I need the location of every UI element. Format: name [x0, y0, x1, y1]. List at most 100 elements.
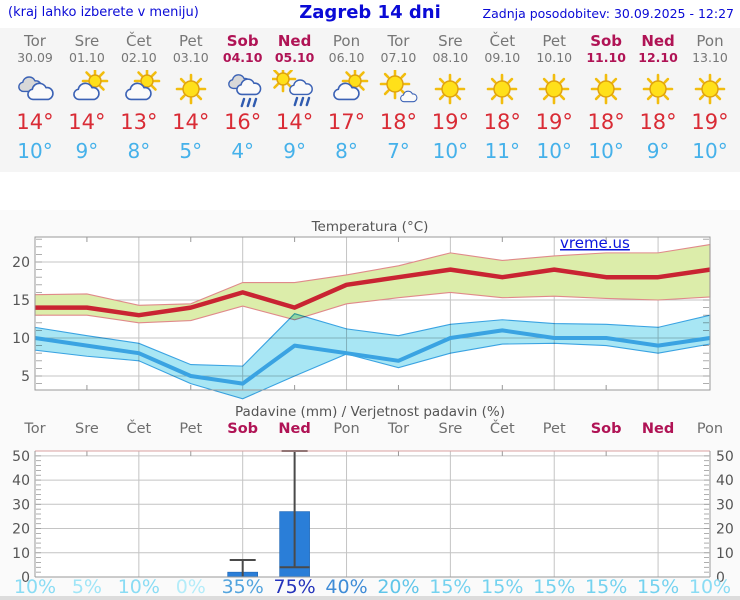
day-date: 06.10 [328, 50, 365, 65]
min-temperature: 7° [387, 139, 410, 163]
precipitation-chart: 0 0 10 10 20 20 30 30 40 40 50 50 [12, 449, 734, 586]
day-column[interactable]: Sob 04.10 16° 4° [217, 28, 269, 172]
day-name: Tor [387, 32, 410, 50]
precip-day-label: Sre [75, 421, 99, 437]
precip-y-tick-left: 0 [21, 570, 30, 586]
weather-icon-sunny [583, 70, 629, 108]
last-updated: Zadnja posodobitev: 30.09.2025 - 12:27 [482, 6, 734, 21]
weather-icon-sunny [168, 70, 214, 108]
location-menu-hint: (kraj lahko izberete v meniju) [8, 5, 199, 20]
forecast-strip: Tor 30.09 14° 10° Sre 01.10 14° 9° Čet 02.10 13° 8°… [0, 28, 740, 172]
weather-icon-sunny [531, 70, 577, 108]
weather-icon-sunny [427, 70, 473, 108]
day-date: 08.10 [432, 50, 469, 65]
day-date: 12.10 [638, 50, 678, 65]
precip-day-label: Sob [227, 421, 259, 437]
precip-day-label: Sre [438, 421, 463, 437]
precip-day-label: Tor [24, 421, 46, 437]
min-temperature: 10° [432, 139, 469, 163]
precip-day-label: Pet [542, 421, 566, 437]
temp-y-tick: 5 [21, 369, 30, 385]
precip-probability: 15% [533, 576, 576, 598]
precip-y-tick-left: 40 [12, 473, 30, 489]
day-name: Ned [641, 32, 675, 50]
precip-day-label: Pon [333, 421, 360, 437]
weather-icon-partly-cloudy [324, 67, 370, 108]
day-name: Čet [126, 32, 152, 50]
day-column[interactable]: Pon 13.10 19° 10° [684, 28, 736, 172]
day-name: Sre [74, 32, 100, 50]
min-temperature: 5° [179, 139, 203, 163]
day-column[interactable]: Ned 12.10 18° 9° [632, 28, 684, 172]
day-column[interactable]: Tor 07.10 18° 7° [372, 28, 424, 172]
day-name: Pet [542, 32, 567, 50]
precip-probability: 0% [175, 576, 206, 598]
max-temperature: 14° [68, 110, 106, 134]
precip-day-label: Sob [590, 421, 622, 437]
day-name: Tor [24, 32, 46, 50]
day-date: 11.10 [586, 50, 626, 65]
temp-y-tick: 10 [12, 331, 30, 347]
weather-icon-rain [220, 70, 266, 108]
day-date: 03.10 [172, 50, 209, 65]
precip-probability: 35% [221, 576, 264, 598]
max-temperature: 18° [483, 110, 521, 134]
precip-day-label: Čet [126, 421, 152, 437]
day-date: 09.10 [484, 50, 521, 65]
precip-probability: 15% [636, 576, 680, 598]
precip-probability: 75% [273, 576, 316, 598]
temperature-chart-title: Temperatura (°C) [311, 219, 429, 235]
temp-y-tick: 15 [12, 293, 30, 309]
precip-probability: 10% [117, 576, 160, 598]
day-column[interactable]: Pon 06.10 17° 8° [321, 28, 373, 172]
weather-icon-partly-cloudy [64, 67, 110, 108]
vreme-us-watermark-link[interactable]: vreme.us [560, 234, 630, 252]
precip-y-tick-right: 0 [716, 570, 725, 586]
day-date: 10.10 [536, 50, 573, 65]
precip-day-label: Ned [641, 421, 675, 437]
page-header: (kraj lahko izberete v meniju) Zagreb 14… [0, 0, 740, 28]
max-temperature: 14° [16, 110, 54, 134]
day-date: 04.10 [222, 50, 263, 65]
min-temperature: 9° [75, 139, 99, 163]
max-temperature: 19° [431, 110, 469, 134]
day-column[interactable]: Čet 09.10 18° 11° [476, 28, 528, 172]
weather-icon-sun-rain [269, 65, 318, 108]
precip-y-tick-left: 50 [12, 449, 30, 465]
day-column[interactable]: Pet 03.10 14° 5° [165, 28, 217, 172]
day-column[interactable]: Sob 11.10 18° 10° [580, 28, 632, 172]
precip-y-tick-left: 10 [12, 546, 30, 562]
day-column[interactable]: Sre 01.10 14° 9° [61, 28, 113, 172]
precip-day-label: Tor [387, 421, 410, 437]
day-date: 05.10 [274, 50, 315, 65]
weather-icon-sunny [687, 70, 733, 108]
day-column[interactable]: Tor 30.09 14° 10° [9, 28, 61, 172]
day-column[interactable]: Sre 08.10 19° 10° [424, 28, 476, 172]
bottom-divider-bar [0, 596, 740, 600]
day-name: Pon [332, 32, 361, 50]
day-column[interactable]: Pet 10.10 19° 10° [528, 28, 580, 172]
precip-y-tick-left: 30 [12, 497, 30, 513]
day-date: 01.10 [69, 50, 105, 65]
precip-probability: 5% [71, 576, 102, 598]
min-temperature: 8° [335, 139, 358, 163]
weather-icon-sunny [635, 70, 681, 108]
precip-day-label: Čet [489, 421, 515, 437]
day-column[interactable]: Ned 05.10 14° 9° [269, 28, 321, 172]
max-temperature: 13° [120, 110, 158, 134]
weather-icon-partly-cloudy [116, 67, 162, 108]
precip-day-label: Pet [179, 421, 203, 437]
precipitation-chart-title: Padavine (mm) / Verjetnost padavin (%) [235, 404, 505, 420]
day-name: Sob [590, 32, 623, 50]
precip-y-tick-right: 50 [716, 449, 734, 465]
day-column[interactable]: Čet 02.10 13° 8° [113, 28, 165, 172]
min-temperature: 4° [231, 139, 255, 163]
precip-probability: 10% [13, 576, 57, 598]
max-temperature: 18° [379, 110, 418, 134]
min-temperature: 10° [536, 139, 572, 163]
min-temperature: 10° [17, 139, 53, 163]
precip-y-tick-right: 20 [716, 522, 734, 538]
weather-icon-sunny [479, 70, 525, 108]
weather-icon-cloudy [12, 70, 58, 108]
max-temperature: 18° [587, 110, 625, 134]
